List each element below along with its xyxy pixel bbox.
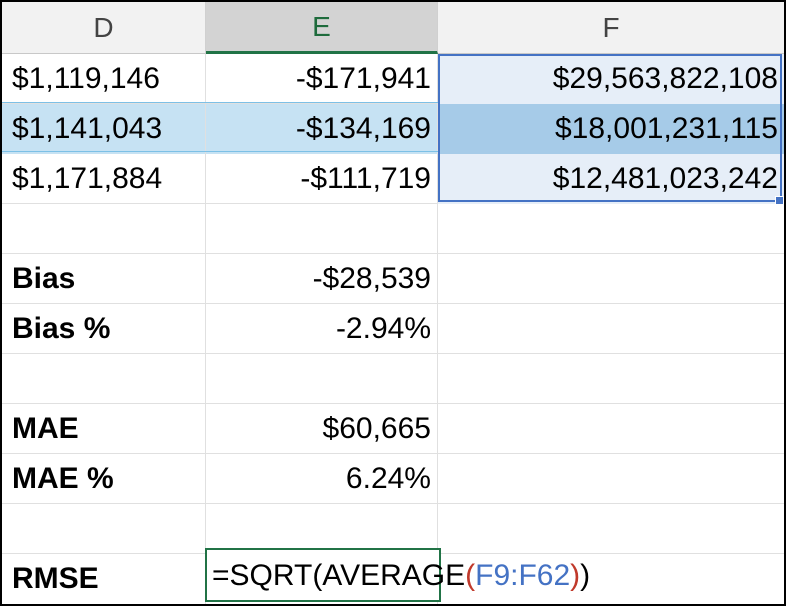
cell-e-row1[interactable]: -$171,941: [206, 54, 438, 104]
cell-e-row3[interactable]: -$111,719: [206, 154, 438, 204]
mae-label[interactable]: MAE: [2, 404, 206, 454]
mae-pct-value[interactable]: 6.24%: [206, 454, 438, 504]
formula-range-ref: F9:F62: [475, 559, 571, 592]
column-header-e[interactable]: E: [206, 2, 438, 54]
cell-d-row1[interactable]: $1,119,146: [2, 54, 206, 104]
cell-d-row2[interactable]: $1,141,043: [2, 104, 206, 154]
table-row: [2, 354, 784, 404]
cell-e-row2[interactable]: -$134,169: [206, 104, 438, 154]
cell-empty[interactable]: [2, 504, 206, 554]
bias-pct-label[interactable]: Bias %: [2, 304, 206, 354]
bias-value[interactable]: -$28,539: [206, 254, 438, 304]
formula-close-paren-inner: ): [570, 559, 581, 592]
formula-editor[interactable]: =SQRT(AVERAGE(F9:F62)): [212, 553, 590, 599]
cell-empty[interactable]: [206, 504, 438, 554]
rmse-label[interactable]: RMSE: [2, 554, 206, 604]
bias-label[interactable]: Bias: [2, 254, 206, 304]
table-row: $1,171,884 -$111,719 $12,481,023,242: [2, 154, 784, 204]
bias-pct-value[interactable]: -2.94%: [206, 304, 438, 354]
range-resize-handle[interactable]: [775, 196, 784, 205]
cell-empty[interactable]: [206, 354, 438, 404]
column-header-f[interactable]: F: [438, 2, 784, 54]
cell-f-row3[interactable]: $12,481,023,242: [438, 154, 784, 204]
cell-empty[interactable]: [438, 504, 784, 554]
formula-prefix: =SQRT(AVERAGE: [212, 559, 466, 592]
formula-open-paren: (: [465, 559, 476, 592]
table-row: $1,119,146 -$171,941 $29,563,822,108: [2, 54, 784, 104]
table-row: [2, 204, 784, 254]
cell-empty[interactable]: [2, 204, 206, 254]
cell-empty[interactable]: [438, 254, 784, 304]
table-row: RMSE: [2, 554, 784, 604]
table-row: MAE $60,665: [2, 404, 784, 454]
mae-value[interactable]: $60,665: [206, 404, 438, 454]
cell-f-row1[interactable]: $29,563,822,108: [438, 54, 784, 104]
cell-empty[interactable]: [438, 454, 784, 504]
table-row: $1,141,043 -$134,169 $18,001,231,115: [2, 104, 784, 154]
table-row: MAE % 6.24%: [2, 454, 784, 504]
table-row: Bias % -2.94%: [2, 304, 784, 354]
cell-empty[interactable]: [206, 204, 438, 254]
cell-empty[interactable]: [2, 354, 206, 404]
table-row: [2, 504, 784, 554]
table-row: Bias -$28,539: [2, 254, 784, 304]
cell-f-row2[interactable]: $18,001,231,115: [438, 104, 784, 154]
mae-pct-label[interactable]: MAE %: [2, 454, 206, 504]
cell-empty[interactable]: [438, 304, 784, 354]
cell-empty[interactable]: [438, 354, 784, 404]
cell-empty[interactable]: [438, 404, 784, 454]
formula-close-paren-outer: ): [580, 559, 591, 592]
column-header-d[interactable]: D: [2, 2, 206, 54]
cell-empty[interactable]: [438, 204, 784, 254]
cell-d-row3[interactable]: $1,171,884: [2, 154, 206, 204]
